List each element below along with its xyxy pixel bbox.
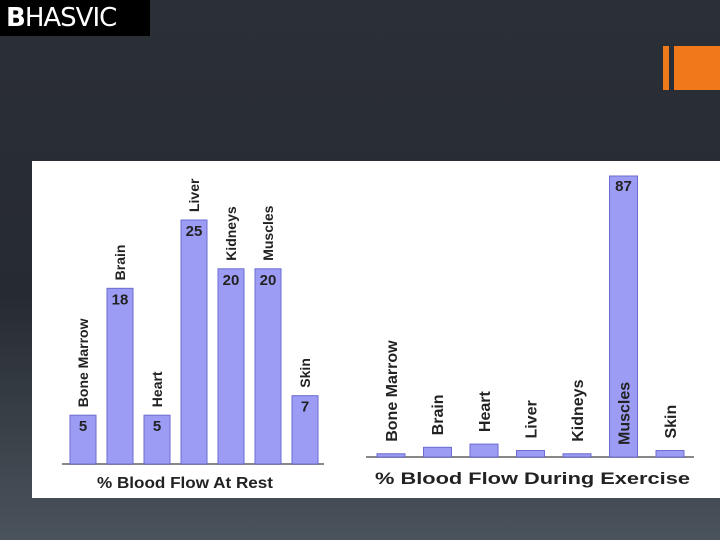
exercise-category-label-muscles: Muscles bbox=[616, 382, 633, 445]
exercise-bar-kidneys bbox=[562, 453, 592, 458]
rest-bar-kidneys bbox=[217, 268, 245, 465]
logo-text: HASVIC bbox=[24, 3, 117, 33]
rest-value-label-bone-marrow: 5 bbox=[79, 418, 87, 435]
exercise-category-label-brain: Brain bbox=[430, 394, 447, 435]
exercise-bar-liver bbox=[516, 450, 545, 458]
rest-category-label-liver: Liver bbox=[186, 178, 202, 212]
rest-bar-bone-marrow bbox=[69, 414, 97, 465]
rest-category-label-brain: Brain bbox=[112, 245, 128, 281]
rest-value-label-muscles: 20 bbox=[260, 272, 277, 289]
rest-value-label-liver: 25 bbox=[186, 223, 203, 240]
rest-value-label-brain: 18 bbox=[112, 291, 129, 308]
exercise-category-label-liver: Liver bbox=[523, 400, 540, 438]
rest-bar-heart bbox=[143, 414, 171, 465]
exercise-category-label-heart: Heart bbox=[477, 391, 494, 433]
rest-bar-liver bbox=[180, 219, 208, 465]
rest-bar-brain bbox=[106, 287, 134, 465]
rest-category-label-kidneys: Kidneys bbox=[223, 206, 239, 261]
rest-category-label-heart: Heart bbox=[149, 371, 165, 407]
exercise-category-label-skin: Skin bbox=[663, 405, 680, 439]
rest-value-label-skin: 7 bbox=[301, 399, 309, 416]
exercise-value-label-muscles: 87 bbox=[615, 178, 632, 195]
exercise-bar-skin bbox=[655, 450, 685, 458]
rest-category-label-bone-marrow: Bone Marrow bbox=[75, 318, 91, 407]
exercise-category-label-kidneys: Kidneys bbox=[570, 379, 587, 441]
chart-panel: 5 Bone Marrow 18 Brain 5 Heart 25 Liver 20 Kidney… bbox=[32, 161, 720, 498]
exercise-bar-heart bbox=[469, 443, 499, 458]
accent-block bbox=[674, 46, 720, 90]
exercise-chart-title: % Blood Flow During Exercise bbox=[375, 469, 690, 488]
rest-category-label-skin: Skin bbox=[297, 358, 313, 388]
bhasvic-logo: B HASVIC bbox=[0, 0, 150, 36]
exercise-bar-muscles bbox=[609, 175, 638, 458]
charts-svg: 5 Bone Marrow 18 Brain 5 Heart 25 Liver 20 Kidney… bbox=[62, 175, 694, 492]
exercise-bar-bone-marrow bbox=[376, 453, 406, 458]
exercise-category-label-bone-marrow: Bone Marrow bbox=[384, 340, 401, 442]
rest-category-label-muscles: Muscles bbox=[260, 205, 276, 260]
rest-bar-skin bbox=[291, 395, 319, 465]
exercise-bar-brain bbox=[423, 446, 452, 458]
rest-chart-title: % Blood Flow At Rest bbox=[97, 475, 274, 492]
logo-letter-b: B bbox=[6, 3, 26, 33]
rest-value-label-kidneys: 20 bbox=[223, 272, 240, 289]
accent-bar bbox=[663, 46, 669, 90]
rest-bar-muscles bbox=[254, 268, 282, 465]
rest-value-label-heart: 5 bbox=[153, 418, 161, 435]
